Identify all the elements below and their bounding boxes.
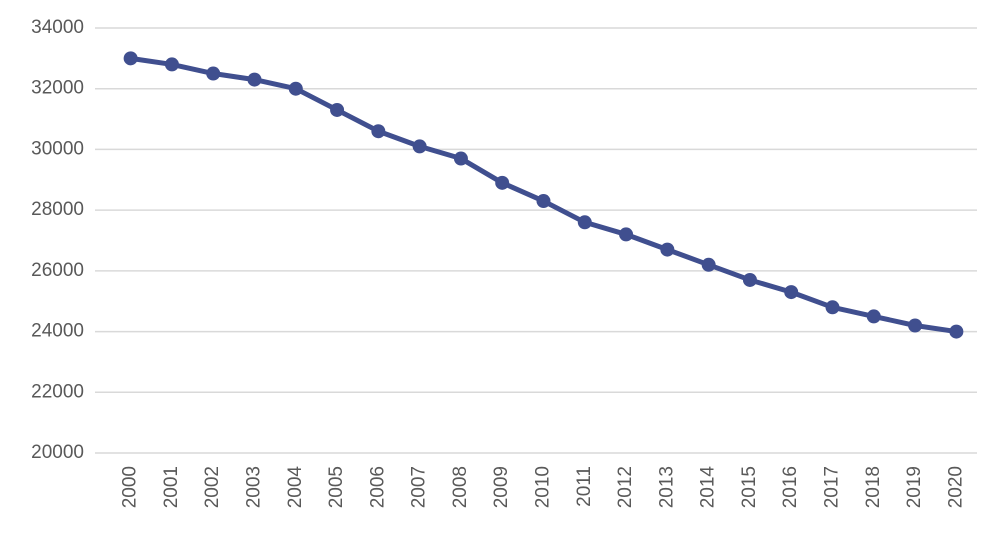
marker <box>577 215 592 230</box>
marker <box>701 257 716 272</box>
x-tick-label: 2008 <box>450 466 471 508</box>
x-tick-label: 2003 <box>244 466 265 508</box>
marker <box>206 66 221 81</box>
x-tick-label: 2005 <box>326 466 347 508</box>
y-tick-label: 24000 <box>31 321 84 342</box>
x-tick-label: 2020 <box>945 466 966 508</box>
marker <box>619 227 634 242</box>
x-tick-label: 2006 <box>367 466 388 508</box>
x-tick-label: 2017 <box>822 466 843 508</box>
x-tick-label: 2010 <box>533 466 554 508</box>
x-tick-label: 2012 <box>615 466 636 508</box>
x-tick-label: 2014 <box>698 466 719 509</box>
marker <box>371 124 386 139</box>
marker <box>784 285 799 300</box>
marker <box>536 194 551 209</box>
marker <box>825 300 840 315</box>
x-tick-label: 2000 <box>120 466 141 508</box>
y-tick-label: 28000 <box>31 199 84 220</box>
x-tick-label: 2007 <box>409 466 430 508</box>
marker <box>247 72 262 87</box>
marker <box>412 139 427 154</box>
marker <box>908 318 923 333</box>
y-tick-label: 30000 <box>31 138 84 159</box>
marker <box>288 81 303 96</box>
marker <box>123 51 138 66</box>
x-tick-label: 2018 <box>863 466 884 508</box>
x-tick-label: 2016 <box>780 466 801 508</box>
x-tick-label: 2001 <box>161 466 182 508</box>
marker <box>866 309 881 324</box>
x-tick-label: 2019 <box>904 466 925 508</box>
x-tick-label: 2004 <box>285 466 306 509</box>
y-tick-label: 20000 <box>31 442 84 463</box>
y-tick-label: 26000 <box>31 260 84 281</box>
marker <box>742 272 757 287</box>
y-tick-label: 22000 <box>31 381 84 402</box>
marker <box>949 324 964 339</box>
marker <box>164 57 179 72</box>
marker <box>495 175 510 190</box>
marker <box>660 242 675 257</box>
x-tick-label: 2011 <box>574 466 595 507</box>
x-tick-label: 2013 <box>656 466 677 508</box>
y-tick-label: 32000 <box>31 78 84 99</box>
x-tick-label: 2002 <box>202 466 223 508</box>
marker <box>453 151 468 166</box>
x-tick-label: 2009 <box>491 466 512 508</box>
y-tick-label: 34000 <box>31 17 84 38</box>
marker <box>330 102 345 117</box>
x-tick-label: 2015 <box>739 466 760 508</box>
